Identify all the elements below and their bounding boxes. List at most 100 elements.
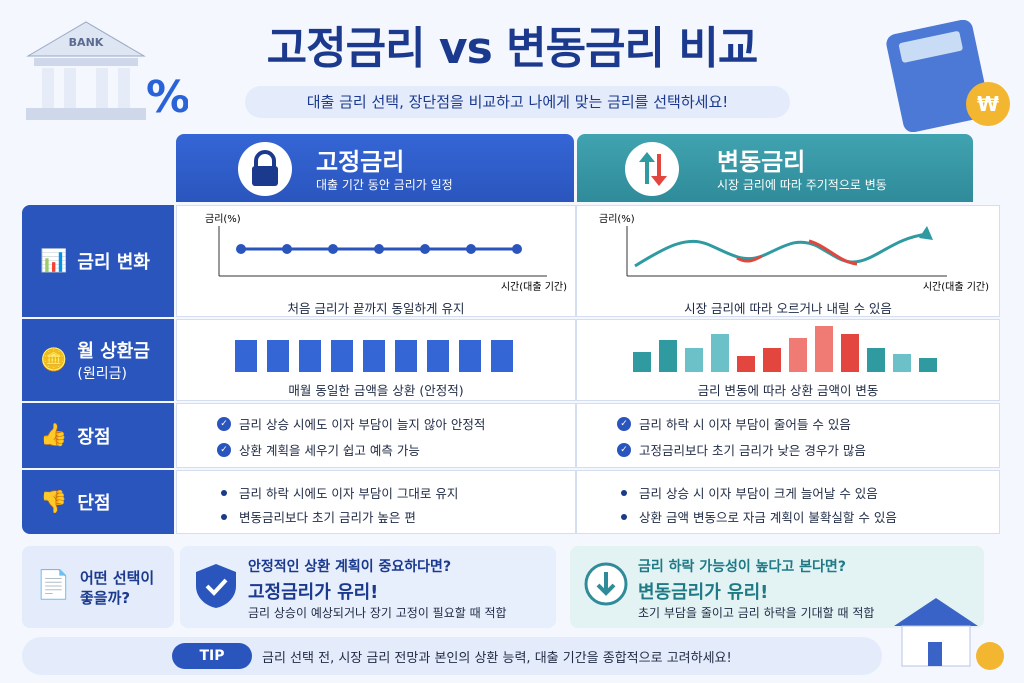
arrow-head <box>919 226 933 240</box>
list-item: ✓ 금리 하락 시 이자 부담이 줄어들 수 있음 <box>617 414 851 433</box>
y-axis-label: 금리(%) <box>599 213 635 225</box>
row-label-text: 월 상환금 <box>77 341 150 362</box>
bar <box>363 340 385 372</box>
choice-label-box: 📄 어떤 선택이 좋을까? <box>22 546 174 628</box>
recommendation-question: 금리 하락 가능성이 높다고 본다면? <box>638 559 846 575</box>
bank-column <box>96 68 108 108</box>
bullet <box>221 513 227 520</box>
caption: 금리 변동에 따라 상환 금액이 변동 <box>697 383 879 398</box>
rate-point <box>282 244 292 254</box>
bar-group <box>235 340 513 372</box>
row-label: 📊 금리 변화 <box>22 205 174 317</box>
bar <box>711 334 729 372</box>
down-arrow <box>651 154 667 186</box>
bank-column <box>64 68 76 108</box>
bar <box>299 340 321 372</box>
bullet <box>221 489 227 496</box>
bank-base <box>26 108 146 120</box>
row-label: 🪙 월 상환금 (원리금) <box>22 319 174 401</box>
bar <box>789 338 807 372</box>
bank-column <box>42 68 54 108</box>
variable-payment-bars <box>633 326 937 372</box>
bank-label: BANK <box>69 36 104 49</box>
bar <box>659 340 677 372</box>
rate-point <box>466 244 476 254</box>
item-text: 상환 계획을 세우기 쉽고 예측 가능 <box>239 443 420 458</box>
bank-column <box>118 68 130 108</box>
list-item: 변동금리보다 초기 금리가 높은 편 <box>217 507 416 526</box>
fixed-rate-cell: 금리(%) 시간(대출 기간) 처음 금리가 끝까지 동일하게 유지 <box>176 205 576 317</box>
item-text: 금리 하락 시 이자 부담이 줄어들 수 있음 <box>639 417 851 432</box>
bar <box>737 356 755 372</box>
bar <box>919 358 937 372</box>
item-text: 상환 금액 변동으로 자금 계획이 불확실할 수 있음 <box>639 510 897 525</box>
check-icon: ✓ <box>617 416 631 431</box>
chart-icon: 📊 <box>40 248 68 274</box>
choice-label-line: 어떤 선택이 <box>80 569 155 587</box>
bar <box>763 348 781 372</box>
thumbs-down-icon: 👎 <box>40 489 68 515</box>
variable-header: 변동금리 시장 금리에 따라 주기적으로 변동 <box>577 134 973 202</box>
item-text: 고정금리보다 초기 금리가 낮은 경우가 많음 <box>639 443 866 458</box>
shield-check <box>205 578 228 596</box>
row-label-text: 단점 <box>77 493 111 514</box>
bar <box>815 326 833 372</box>
lock-shackle <box>254 150 276 167</box>
fixed-rate-graph: 금리(%) 시간(대출 기간) <box>205 213 567 293</box>
shield-icon <box>196 564 236 608</box>
rate-curve <box>634 232 928 268</box>
bar <box>685 348 703 372</box>
recommendation-detail: 초기 부담을 줄이고 금리 하락을 기대할 때 적합 <box>638 606 875 620</box>
list-item: ✓ 금리 상승 시에도 이자 부담이 늘지 않아 안정적 <box>217 414 485 433</box>
bullet <box>621 489 627 496</box>
choice-label: 어떤 선택이 좋을까? <box>80 568 154 608</box>
list-item: 상환 금액 변동으로 자금 계획이 불확실할 수 있음 <box>617 507 897 526</box>
down-circle-icon <box>584 562 628 606</box>
up-arrow <box>639 152 655 184</box>
bar <box>459 340 481 372</box>
arrows-icon <box>625 142 679 196</box>
rate-point <box>420 244 430 254</box>
bank-roof <box>26 21 146 57</box>
item-text: 변동금리보다 초기 금리가 높은 편 <box>239 510 416 525</box>
variable-rate-graph: 금리(%) 시간(대출 기간) <box>599 213 989 293</box>
fixed-payment-cell: 매월 동일한 금액을 상환 (안정적) <box>176 319 576 401</box>
coin <box>966 82 1010 126</box>
house-roof <box>894 598 978 626</box>
bar <box>633 352 651 372</box>
list-item: 금리 하락 시에도 이자 부담이 그대로 유지 <box>217 483 458 502</box>
row-label-text: 금리 변화 <box>77 252 150 273</box>
bullet <box>621 513 627 520</box>
house-door <box>928 642 942 666</box>
recommendation-answer: 고정금리가 유리! <box>248 582 379 603</box>
document-icon: 📄 <box>36 568 71 601</box>
bar <box>893 354 911 372</box>
row-label-text: 장점 <box>77 426 111 448</box>
icon-circle <box>625 142 679 196</box>
variable-rate-cell: 금리(%) 시간(대출 기간) 시장 금리에 따라 오르거나 내릴 수 있음 <box>576 205 1000 317</box>
tip-badge-text: TIP <box>199 648 225 664</box>
bar <box>395 340 417 372</box>
rate-point <box>374 244 384 254</box>
x-axis-label: 시간(대출 기간) <box>501 281 567 293</box>
caption: 시장 금리에 따라 오르거나 내릴 수 있음 <box>684 301 892 316</box>
check-icon: ✓ <box>217 416 231 431</box>
house-icon <box>894 598 1004 670</box>
fixed-pros-cell: ✓ 금리 상승 시에도 이자 부담이 늘지 않아 안정적 ✓ 상환 계획을 세우기 … <box>176 403 576 468</box>
rate-point <box>512 244 522 254</box>
caption: 처음 금리가 끝까지 동일하게 유지 <box>287 301 465 316</box>
row-label-group: 월 상환금 (원리금) <box>77 337 150 383</box>
down-arrow <box>596 572 616 596</box>
bar <box>491 340 513 372</box>
recommendation-detail: 금리 상승이 예상되거나 장기 고정이 필요할 때 적합 <box>248 606 507 620</box>
thumbs-up-icon: 👍 <box>40 423 68 448</box>
variable-pros-cell: ✓ 금리 하락 시 이자 부담이 줄어들 수 있음 ✓ 고정금리보다 초기 금리가 … <box>576 403 1000 468</box>
variable-payment-cell: 금리 변동에 따라 상환 금액이 변동 <box>576 319 1000 401</box>
row-label: 👎 단점 <box>22 470 174 534</box>
column-subtitle: 시장 금리에 따라 주기적으로 변동 <box>717 178 887 192</box>
bar <box>331 340 353 372</box>
row-sublabel: (원리금) <box>77 366 127 382</box>
column-title: 고정금리 <box>316 148 405 176</box>
